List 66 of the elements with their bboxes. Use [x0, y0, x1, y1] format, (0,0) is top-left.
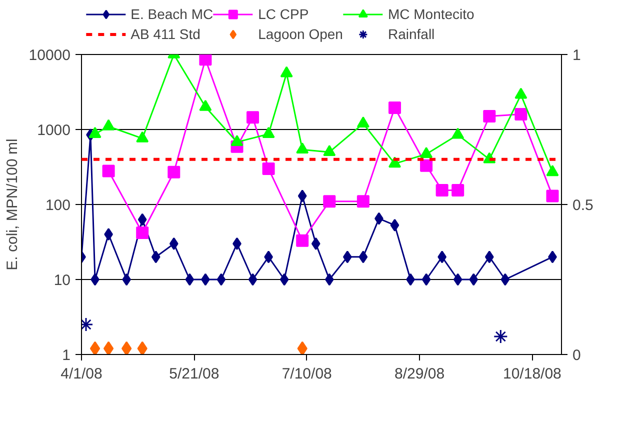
y-tick-label: 1000 [37, 122, 71, 139]
x-tick-label: 10/18/08 [503, 366, 562, 382]
y-tick-label: 1 [62, 347, 70, 364]
point [436, 184, 448, 196]
point [280, 273, 289, 286]
point [136, 131, 149, 142]
x-tick-label: 8/29/08 [394, 366, 445, 382]
x-tick-label: 4/1/08 [60, 366, 102, 382]
x-tick-label: 5/21/08 [169, 366, 220, 382]
point [420, 146, 433, 158]
point [469, 273, 478, 286]
point [514, 88, 528, 99]
point [296, 142, 309, 154]
y-tick-label: 10 [54, 272, 71, 289]
point [324, 273, 334, 286]
legend-label: MC Montecito [388, 6, 474, 22]
point [138, 213, 147, 226]
point [323, 144, 336, 156]
point [246, 111, 260, 124]
point [452, 184, 464, 196]
point [248, 273, 258, 286]
legend-label: AB 411 Std [130, 26, 200, 42]
point [296, 234, 309, 247]
point [102, 119, 115, 130]
point [323, 195, 336, 208]
point [388, 101, 401, 114]
point [88, 126, 102, 138]
legend-label: LC CPP [258, 6, 309, 22]
y2-tick-label: 0.5 [572, 197, 594, 214]
y2-tick-label: 1 [572, 47, 581, 64]
x-tick-label: 7/10/08 [282, 366, 332, 382]
point [136, 226, 149, 240]
point [168, 166, 180, 178]
point [546, 165, 559, 176]
point [546, 190, 559, 202]
point [356, 195, 370, 208]
y-tick-label: 10000 [28, 47, 71, 64]
point [216, 273, 226, 286]
point [102, 164, 115, 178]
point [230, 134, 244, 146]
point [199, 100, 212, 111]
y2-tick-label: 0 [572, 347, 581, 364]
point [500, 273, 510, 286]
legend-label: Rainfall [388, 26, 435, 42]
point [420, 159, 433, 172]
legend-label: Lagoon Open [258, 26, 343, 42]
point [484, 250, 494, 264]
point [169, 237, 178, 250]
point [151, 250, 160, 264]
legend-label: E. Beach MC [130, 6, 214, 22]
point [514, 108, 528, 120]
point [453, 273, 462, 286]
point [185, 273, 194, 286]
point [422, 273, 431, 286]
y-tick-label: 100 [45, 197, 71, 214]
point [298, 190, 307, 202]
point [262, 162, 275, 175]
point [280, 66, 293, 78]
point [311, 237, 320, 250]
y-axis-title: E. coli, MPN/100 ml [4, 138, 21, 270]
point [483, 110, 496, 123]
point [452, 128, 464, 139]
point [390, 218, 400, 232]
point [262, 126, 275, 138]
point [358, 250, 368, 264]
point [356, 116, 370, 128]
